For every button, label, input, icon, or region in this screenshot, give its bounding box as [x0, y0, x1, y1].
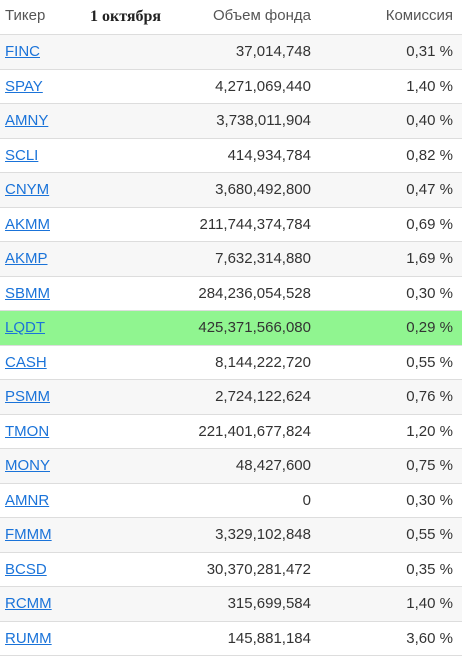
fund-volume: 284,236,054,528	[198, 284, 311, 302]
fund-fee: 0,40 %	[406, 112, 453, 129]
fund-fee: 0,55 %	[406, 353, 453, 371]
ticker-link[interactable]: RUMM	[5, 629, 52, 647]
table-row: BCSD 30,370,281,472 0,35 %	[0, 552, 462, 587]
fund-volume: 3,680,492,800	[215, 181, 311, 198]
fund-fee: 0,30 %	[406, 491, 453, 509]
table-header: Тикер 1 октября Объем фонда Комиссия	[0, 0, 462, 35]
fund-volume: 221,401,677,824	[198, 422, 311, 440]
table-row: MONY 48,427,600 0,75 %	[0, 449, 462, 484]
fund-volume: 7,632,314,880	[215, 250, 311, 267]
ticker-link[interactable]: RCMM	[5, 595, 52, 612]
fund-fee: 0,47 %	[406, 181, 453, 198]
fund-fee: 1,40 %	[406, 77, 453, 95]
ticker-link[interactable]: CNYM	[5, 181, 50, 198]
table-row: AMNR 0 0,30 %	[0, 483, 462, 518]
fund-fee: 0,76 %	[406, 388, 453, 405]
fund-fee: 1,20 %	[406, 422, 453, 440]
fund-volume: 3,738,011,904	[216, 112, 311, 129]
fund-fee: 1,40 %	[406, 595, 453, 612]
table-row: AKMP 7,632,314,880 1,69 %	[0, 242, 462, 277]
ticker-link[interactable]: FINC	[5, 43, 40, 60]
fund-fee: 0,82 %	[406, 146, 453, 164]
fund-volume: 8,144,222,720	[215, 353, 311, 371]
table-row: SPAY 4,271,069,440 1,40 %	[0, 69, 462, 104]
column-header-ticker[interactable]: Тикер	[5, 7, 46, 24]
fund-fee: 0,29 %	[406, 319, 453, 336]
fund-volume: 0	[302, 491, 311, 509]
column-header-volume[interactable]: Объем фонда	[212, 7, 311, 24]
fund-volume: 211,744,374,784	[199, 215, 312, 233]
table-row: AMNY 3,738,011,904 0,40 %	[0, 104, 462, 139]
fund-fee: 1,69 %	[406, 250, 453, 267]
fund-fee: 0,69 %	[406, 215, 453, 233]
ticker-link[interactable]: LQDT	[5, 319, 46, 336]
ticker-link[interactable]: AKMP	[5, 250, 48, 267]
ticker-link[interactable]: CASH	[5, 353, 47, 371]
fund-fee: 0,55 %	[406, 526, 453, 543]
fund-volume: 37,014,748	[235, 43, 311, 60]
fund-volume: 48,427,600	[235, 457, 311, 474]
fund-fee: 3,60 %	[406, 629, 453, 647]
table-row: FINC 37,014,748 0,31 %	[0, 35, 462, 70]
fund-volume: 2,724,122,624	[215, 388, 311, 405]
fund-volume: 30,370,281,472	[206, 560, 311, 578]
fund-volume: 425,371,566,080	[198, 319, 311, 336]
table-row: CNYM 3,680,492,800 0,47 %	[0, 173, 462, 208]
fund-volume: 4,271,069,440	[215, 77, 311, 95]
ticker-link[interactable]: AMNR	[5, 491, 50, 509]
table-row: RCMM 315,699,584 1,40 %	[0, 587, 462, 622]
ticker-link[interactable]: TMON	[5, 422, 50, 440]
fund-fee: 0,35 %	[406, 560, 453, 578]
fund-volume: 414,934,784	[227, 146, 311, 164]
fund-fee: 0,75 %	[406, 457, 453, 474]
fund-volume: 3,329,102,848	[215, 526, 311, 543]
table-row: FMMM 3,329,102,848 0,55 %	[0, 518, 462, 553]
ticker-link[interactable]: SBMM	[5, 284, 50, 302]
table-row: RUMM 145,881,184 3,60 %	[0, 621, 462, 656]
fund-fee: 0,31 %	[406, 43, 453, 60]
table-row-highlighted: LQDT 425,371,566,080 0,29 %	[0, 311, 462, 346]
ticker-link[interactable]: PSMM	[5, 388, 50, 405]
fund-volume: 315,699,584	[227, 595, 311, 612]
ticker-link[interactable]: BCSD	[5, 560, 47, 578]
table-row: PSMM 2,724,122,624 0,76 %	[0, 380, 462, 415]
ticker-link[interactable]: FMMM	[5, 526, 52, 543]
table-row: SBMM 284,236,054,528 0,30 %	[0, 276, 462, 311]
fund-volume: 145,881,184	[227, 629, 311, 647]
ticker-link[interactable]: AKMM	[5, 215, 50, 233]
ticker-link[interactable]: MONY	[5, 457, 50, 474]
ticker-link[interactable]: SCLI	[5, 146, 39, 164]
table-row: TMON 221,401,677,824 1,20 %	[0, 414, 462, 449]
date-label: 1 октября	[90, 8, 162, 25]
ticker-link[interactable]: SPAY	[5, 77, 43, 95]
table-row: SCLI 414,934,784 0,82 %	[0, 138, 462, 173]
fund-fee: 0,30 %	[406, 284, 453, 302]
table-row: AKMM 211,744,374,784 0,69 %	[0, 207, 462, 242]
column-header-fee[interactable]: Комиссия	[385, 7, 453, 24]
table-row: CASH 8,144,222,720 0,55 %	[0, 345, 462, 380]
ticker-link[interactable]: AMNY	[5, 112, 49, 129]
